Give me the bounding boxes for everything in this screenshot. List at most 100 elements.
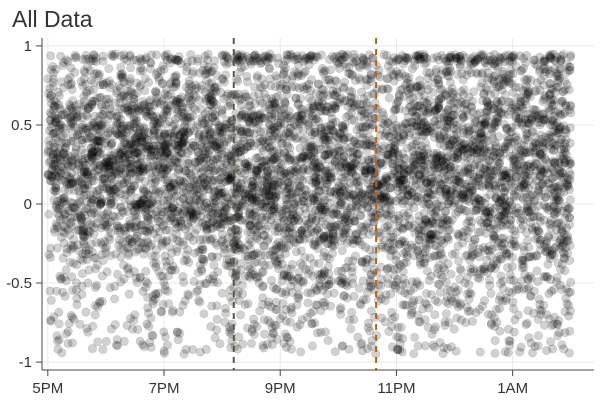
data-point: [534, 139, 544, 149]
data-point: [519, 255, 529, 265]
data-point: [407, 64, 417, 74]
data-point: [270, 192, 280, 202]
data-point: [389, 214, 399, 224]
data-point: [304, 93, 314, 103]
data-point: [520, 186, 530, 196]
data-point: [125, 140, 135, 150]
data-point: [97, 102, 107, 112]
grid-lines: [42, 38, 594, 370]
data-point: [429, 177, 439, 187]
data-point: [61, 329, 71, 339]
data-point: [396, 85, 406, 95]
data-point: [166, 195, 176, 205]
data-point: [89, 229, 99, 239]
data-point: [499, 171, 509, 181]
data-point: [159, 346, 169, 356]
data-point: [135, 336, 145, 346]
data-point: [271, 164, 281, 174]
data-point: [538, 109, 548, 119]
data-point: [277, 209, 287, 219]
data-point: [520, 269, 530, 279]
data-point: [118, 245, 128, 255]
data-point: [519, 64, 529, 74]
data-point: [173, 137, 183, 147]
data-point: [446, 66, 456, 76]
data-point: [260, 329, 270, 339]
data-point: [498, 80, 508, 90]
data-point: [266, 157, 276, 167]
data-point: [353, 149, 363, 159]
data-point: [554, 195, 564, 205]
data-point: [291, 247, 301, 257]
data-point: [395, 175, 405, 185]
data-point: [378, 110, 388, 120]
data-point: [532, 266, 542, 276]
data-point: [447, 140, 457, 150]
data-point: [557, 340, 567, 350]
data-point: [120, 194, 130, 204]
data-point: [430, 295, 440, 305]
data-point: [469, 162, 479, 172]
data-point: [314, 258, 324, 268]
data-point: [179, 113, 189, 123]
data-point: [54, 319, 64, 329]
data-point: [489, 231, 499, 241]
data-point: [523, 128, 533, 138]
data-point: [66, 157, 76, 167]
data-point: [110, 168, 120, 178]
data-point: [270, 220, 280, 230]
data-point: [485, 223, 495, 233]
data-point: [48, 149, 58, 159]
data-point: [407, 297, 417, 307]
data-point: [151, 185, 161, 195]
data-point: [276, 158, 286, 168]
data-point: [258, 282, 268, 292]
data-point: [303, 298, 313, 308]
data-point: [161, 214, 171, 224]
data-point: [421, 289, 431, 299]
data-point: [310, 237, 320, 247]
data-point: [213, 278, 223, 288]
data-point: [499, 238, 509, 248]
data-point: [307, 319, 317, 329]
data-point: [547, 120, 557, 130]
data-point: [546, 337, 556, 347]
data-point: [442, 177, 452, 187]
data-point: [419, 54, 429, 64]
data-point: [381, 290, 391, 300]
data-point: [337, 246, 347, 256]
data-point: [466, 267, 476, 277]
data-point: [348, 168, 358, 178]
data-point: [523, 306, 533, 316]
data-point: [303, 151, 313, 161]
data-point: [57, 348, 67, 358]
data-point: [75, 196, 85, 206]
data-point: [162, 49, 172, 59]
data-point: [213, 186, 223, 196]
data-point: [444, 196, 454, 206]
data-point: [455, 62, 465, 72]
data-point: [151, 258, 161, 268]
data-point: [74, 176, 84, 186]
data-point: [78, 249, 88, 259]
data-point: [73, 178, 83, 188]
data-point: [430, 251, 440, 261]
data-point: [502, 248, 512, 258]
data-point: [77, 281, 87, 291]
data-point: [116, 62, 126, 72]
data-point: [445, 225, 455, 235]
data-point: [456, 190, 466, 200]
data-point: [483, 309, 493, 319]
data-point: [227, 319, 237, 329]
data-point: [556, 264, 566, 274]
data-point: [394, 214, 404, 224]
data-point: [167, 158, 177, 168]
data-point: [62, 179, 72, 189]
data-point: [186, 205, 196, 215]
data-point: [564, 348, 574, 358]
data-point: [109, 156, 119, 166]
data-point: [348, 153, 358, 163]
data-point: [458, 112, 468, 122]
data-point: [116, 72, 126, 82]
data-point: [392, 332, 402, 342]
